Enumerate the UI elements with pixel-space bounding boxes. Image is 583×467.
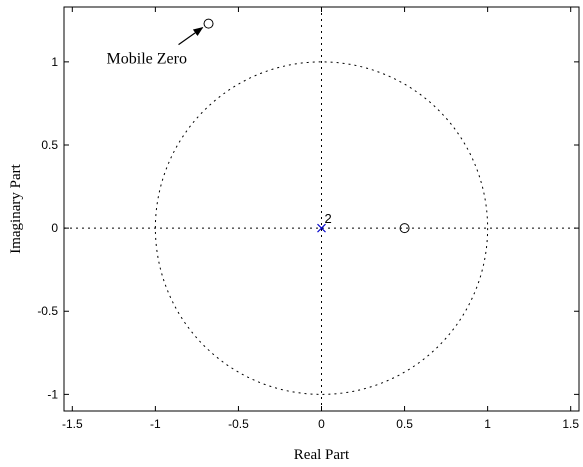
y-tick-label: -0.5 bbox=[37, 304, 58, 318]
x-axis-title: Real Part bbox=[294, 447, 350, 463]
pole-marker bbox=[317, 223, 326, 233]
pole-marker-stroke bbox=[317, 223, 326, 233]
y-axis-title: Imaginary Part bbox=[8, 163, 24, 253]
y-tick-label: 0.5 bbox=[41, 138, 58, 152]
pole-multiplicity-label: 2 bbox=[325, 211, 332, 226]
zero-marker bbox=[203, 18, 214, 29]
y-tick-label: 1 bbox=[51, 55, 58, 69]
unit-circle bbox=[154, 61, 489, 395]
y-tick-label: 0 bbox=[51, 221, 58, 235]
x-tick-label: 0 bbox=[318, 417, 325, 431]
x-tick-label: -0.5 bbox=[228, 417, 249, 431]
x-tick-label: 0.5 bbox=[396, 417, 413, 431]
x-tick-label: 1 bbox=[484, 417, 491, 431]
x-tick-label: -1.5 bbox=[62, 417, 83, 431]
x-tick-label: -1 bbox=[150, 417, 161, 431]
annotation-arrow bbox=[178, 27, 204, 46]
zero-marker bbox=[399, 223, 410, 234]
annotation-label: Mobile Zero bbox=[107, 51, 187, 68]
x-tick-label: 1.5 bbox=[562, 417, 579, 431]
y-tick-label: -1 bbox=[47, 387, 58, 401]
